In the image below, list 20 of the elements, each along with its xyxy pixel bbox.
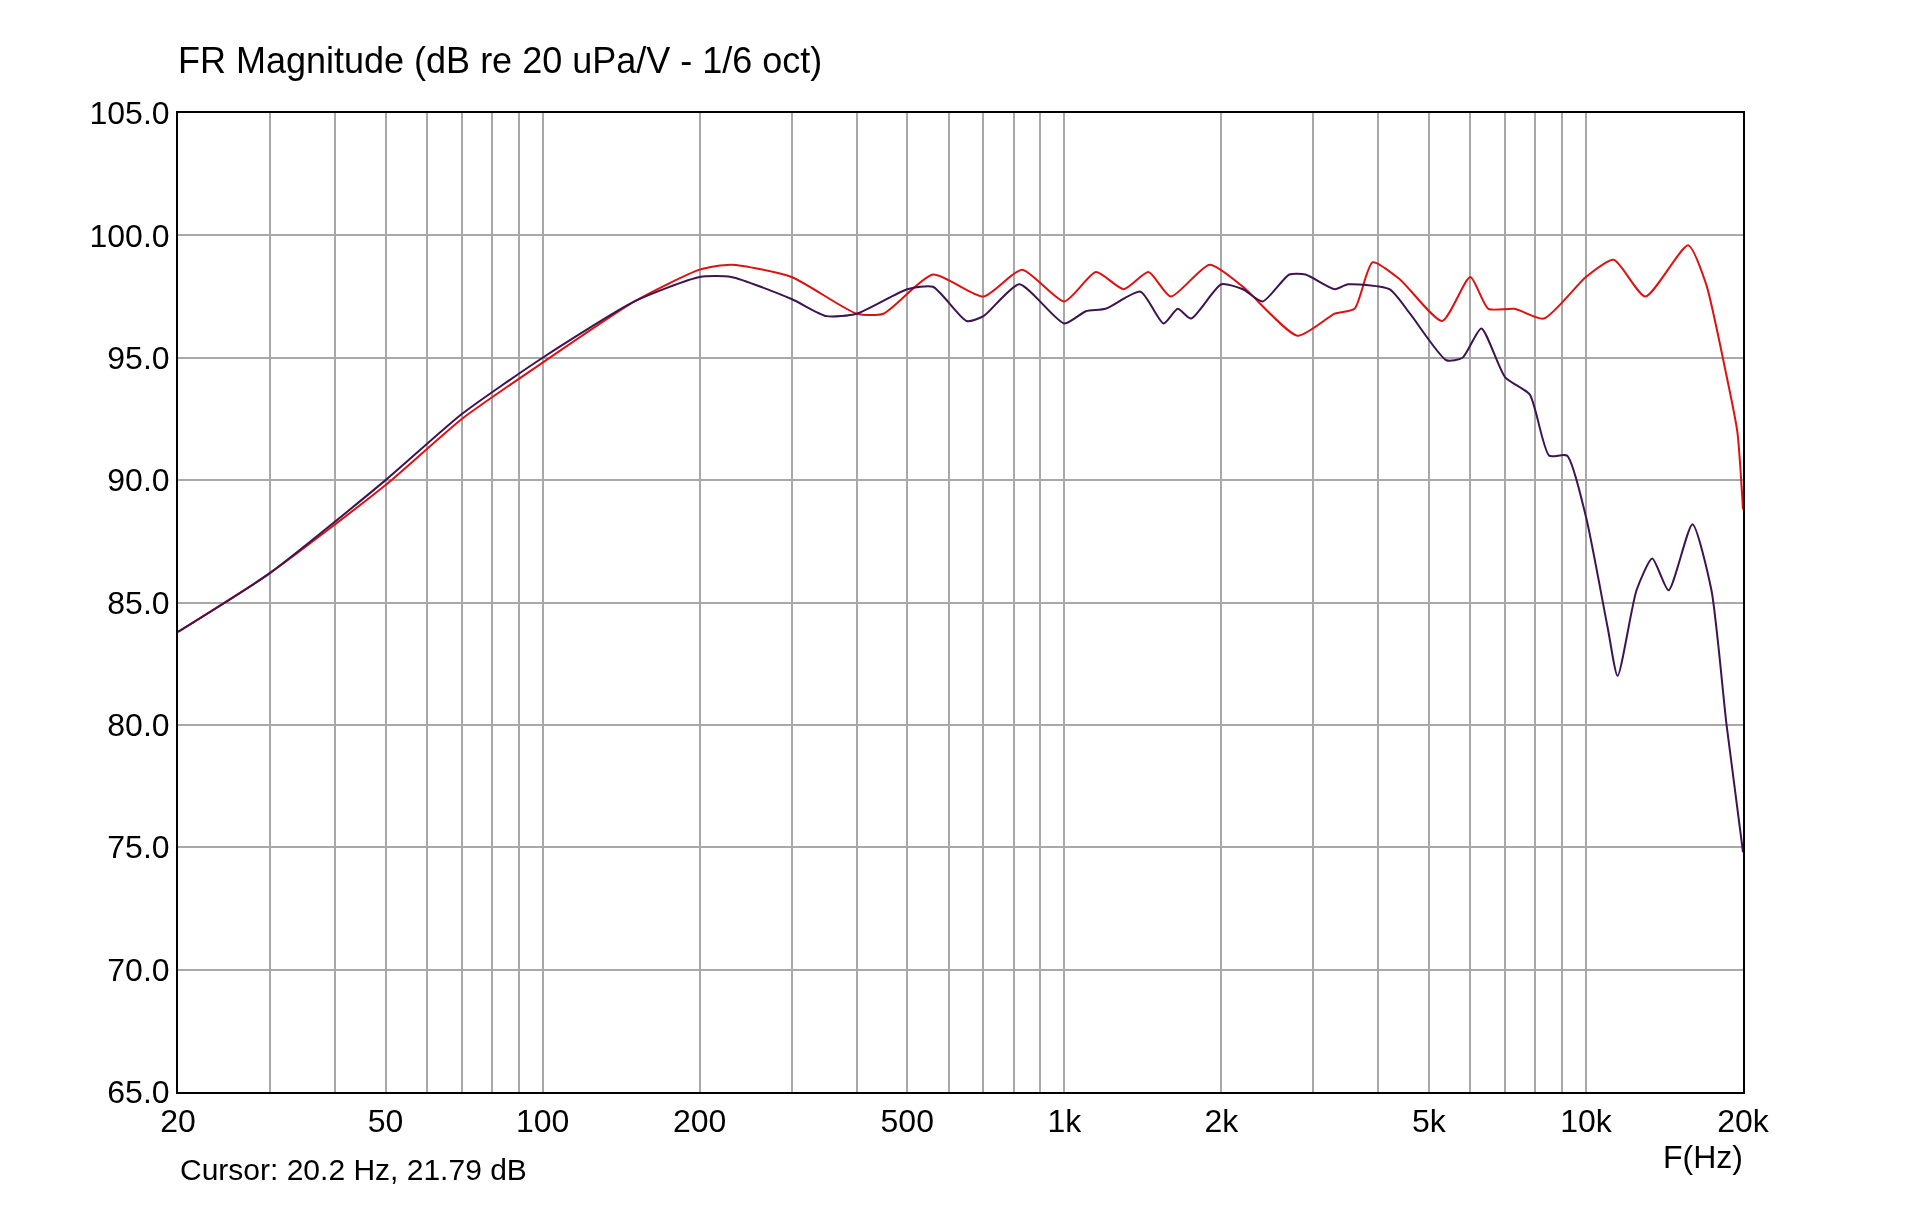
text: Cursor: 20.2 Hz, 21.79 dB	[180, 1153, 527, 1186]
y-tick-label: 90.0	[107, 462, 170, 499]
y-tick-label: 75.0	[107, 829, 170, 866]
x-tick-label: 500	[880, 1103, 934, 1140]
chart-title: FR Magnitude (dB re 20 uPa/V - 1/6 oct)	[178, 39, 823, 81]
x-tick-label: 100	[515, 1103, 570, 1140]
y-tick-label: 80.0	[107, 707, 170, 744]
x-tick-label: 1k	[1047, 1103, 1083, 1140]
y-tick-label: 105.0	[89, 95, 170, 132]
y-tick-label: 85.0	[107, 584, 170, 621]
x-axis-title: F(Hz)	[1663, 1139, 1743, 1176]
y-tick-label: 95.0	[107, 339, 170, 376]
x-tick-label: 10k	[1560, 1103, 1613, 1140]
x-tick-label: 5k	[1412, 1103, 1447, 1140]
y-tick-label: 70.0	[107, 951, 170, 988]
x-tick-label: 200	[672, 1103, 727, 1140]
x-tick-label: 20k	[1717, 1103, 1770, 1140]
x-tick-label: 2k	[1204, 1103, 1240, 1140]
y-tick-label: 100.0	[89, 217, 170, 254]
x-tick-label: 50	[367, 1103, 404, 1140]
